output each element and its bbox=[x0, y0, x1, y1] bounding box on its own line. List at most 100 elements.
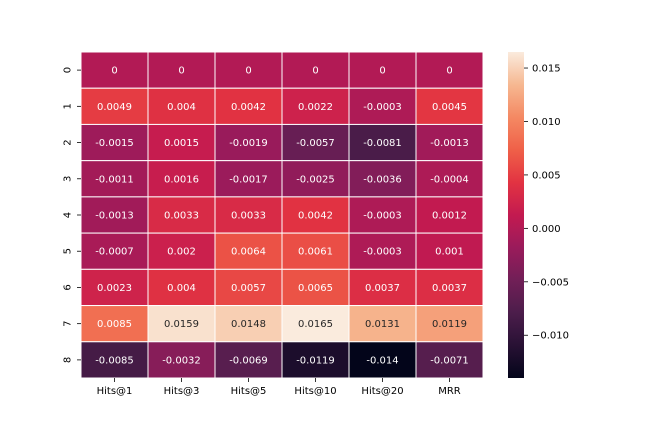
cell-value-label: -0.0032 bbox=[162, 355, 201, 366]
heatmap-cell bbox=[281, 305, 350, 343]
cell-value-label: 0.0016 bbox=[164, 174, 199, 185]
cell-value-label: -0.0025 bbox=[296, 174, 335, 185]
heatmap-cell bbox=[214, 51, 283, 89]
cell-value-label: 0 bbox=[111, 66, 117, 77]
cell-value-label: -0.0057 bbox=[296, 138, 335, 149]
cell-value-label: 0.0037 bbox=[365, 283, 400, 294]
cell-value-label: -0.0013 bbox=[95, 211, 134, 222]
cell-value-label: -0.0013 bbox=[430, 138, 469, 149]
heatmap-cell bbox=[415, 305, 484, 343]
cell-value-label: 0.0042 bbox=[231, 102, 266, 113]
heatmap-cell bbox=[348, 160, 417, 198]
cell-value-label: 0.0064 bbox=[231, 247, 266, 258]
cell-value-label: 0.0148 bbox=[231, 319, 266, 330]
cell-value-label: 0.001 bbox=[435, 247, 464, 258]
cell-value-label: -0.0011 bbox=[95, 174, 134, 185]
heatmap-cell bbox=[80, 232, 149, 270]
y-tick-label: 0 bbox=[63, 67, 74, 73]
y-tick-label: 6 bbox=[63, 284, 74, 290]
cell-value-label: 0.0045 bbox=[432, 102, 467, 113]
heatmap-cell bbox=[415, 268, 484, 307]
colorbar-tick-label: 0.015 bbox=[532, 64, 561, 75]
heatmap-cell bbox=[415, 160, 484, 198]
cell-value-label: -0.0017 bbox=[229, 174, 268, 185]
y-tick-label: 5 bbox=[63, 248, 74, 254]
heatmap-cell bbox=[348, 123, 417, 162]
heatmap-cell bbox=[281, 123, 350, 162]
heatmap-cell bbox=[348, 341, 417, 379]
cell-value-label: 0 bbox=[379, 66, 385, 77]
y-tick-label: 8 bbox=[63, 357, 74, 363]
cell-value-label: -0.0081 bbox=[363, 138, 402, 149]
cell-value-label: 0.0131 bbox=[365, 319, 400, 330]
cell-value-label: 0.0037 bbox=[432, 283, 467, 294]
x-tick-label: Hits@3 bbox=[164, 386, 200, 397]
heatmap-cell bbox=[415, 87, 484, 125]
cell-value-label: 0.0012 bbox=[432, 211, 467, 222]
cell-value-label: 0.0015 bbox=[164, 138, 199, 149]
colorbar-tick-label: −0.010 bbox=[532, 331, 569, 342]
cell-value-label: -0.0119 bbox=[296, 355, 335, 366]
cell-value-label: 0.004 bbox=[167, 283, 196, 294]
heatmap-cell bbox=[147, 123, 216, 162]
cell-value-label: 0.0119 bbox=[432, 319, 467, 330]
heatmap-cell bbox=[281, 268, 350, 307]
heatmap-cell bbox=[80, 160, 149, 198]
y-tick-label: 1 bbox=[63, 103, 74, 109]
cell-value-label: -0.0036 bbox=[363, 174, 402, 185]
cell-value-label: 0 bbox=[446, 66, 452, 77]
heatmap-cells bbox=[80, 51, 484, 379]
heatmap-cell bbox=[415, 341, 484, 379]
heatmap-cell bbox=[214, 196, 283, 234]
cell-value-label: 0 bbox=[178, 66, 184, 77]
cell-value-label: -0.014 bbox=[366, 355, 398, 366]
heatmap-cell bbox=[348, 196, 417, 234]
heatmap-cell bbox=[147, 87, 216, 125]
colorbar-tick-label: 0.000 bbox=[532, 224, 561, 235]
x-tick-label: MRR bbox=[438, 386, 461, 397]
cell-value-label: -0.0003 bbox=[363, 102, 402, 113]
cell-value-label: 0.0165 bbox=[298, 319, 333, 330]
cell-value-label: 0 bbox=[312, 66, 318, 77]
heatmap-cell bbox=[415, 51, 484, 89]
cell-value-label: 0.002 bbox=[167, 247, 196, 258]
cell-value-label: -0.0003 bbox=[363, 211, 402, 222]
x-tick-label: Hits@1 bbox=[97, 386, 133, 397]
heatmap-cell-labels: 0 0 0 0 0 0 0.0049 0.004 0.0042 0.0022 -0.0003 0.00… bbox=[95, 66, 469, 367]
cell-value-label: 0.0023 bbox=[97, 283, 132, 294]
heatmap-cell bbox=[214, 268, 283, 307]
heatmap-cell bbox=[147, 51, 216, 89]
heatmap-cell bbox=[80, 51, 149, 89]
colorbar-gradient bbox=[508, 52, 524, 378]
heatmap-cell bbox=[415, 232, 484, 270]
cell-value-label: 0.0057 bbox=[231, 283, 266, 294]
cell-value-label: -0.0015 bbox=[95, 138, 134, 149]
x-axis: Hits@1 Hits@3 Hits@5 Hits@10 Hits@20 MRR bbox=[97, 378, 461, 397]
cell-value-label: -0.0069 bbox=[229, 355, 268, 366]
cell-value-label: 0.004 bbox=[167, 102, 196, 113]
heatmap-cell bbox=[80, 305, 149, 343]
heatmap-cell bbox=[281, 87, 350, 125]
heatmap-cell bbox=[281, 196, 350, 234]
y-axis: 0 1 2 3 4 5 6 7 8 bbox=[63, 67, 81, 363]
cell-value-label: 0.0159 bbox=[164, 319, 199, 330]
cell-value-label: 0.0033 bbox=[231, 211, 266, 222]
x-tick-label: Hits@20 bbox=[361, 386, 403, 397]
cell-value-label: 0.0061 bbox=[298, 247, 333, 258]
cell-value-label: 0 bbox=[245, 66, 251, 77]
cell-value-label: -0.0071 bbox=[430, 355, 469, 366]
heatmap-cell bbox=[415, 196, 484, 234]
heatmap-cell bbox=[214, 160, 283, 198]
heatmap-cell bbox=[415, 123, 484, 162]
cell-value-label: 0.0042 bbox=[298, 211, 333, 222]
cell-value-label: 0.0022 bbox=[298, 102, 333, 113]
heatmap-cell bbox=[348, 305, 417, 343]
colorbar-tick-label: 0.010 bbox=[532, 117, 561, 128]
heatmap-cell bbox=[147, 341, 216, 379]
y-tick-label: 4 bbox=[63, 212, 74, 218]
y-tick-label: 7 bbox=[63, 320, 74, 326]
heatmap-cell bbox=[80, 341, 149, 379]
y-tick-label: 2 bbox=[63, 139, 74, 145]
x-tick-label: Hits@5 bbox=[231, 386, 267, 397]
